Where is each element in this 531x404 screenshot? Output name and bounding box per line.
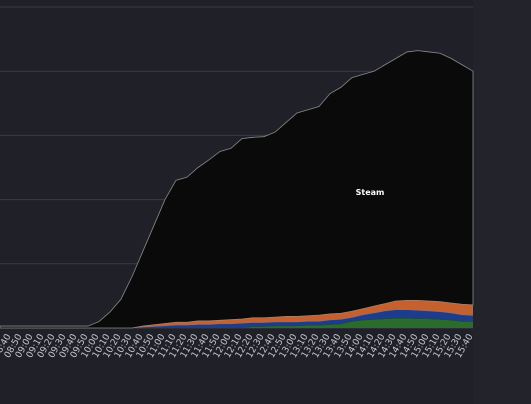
area: [0, 318, 473, 328]
series-label: Steam: [356, 188, 385, 197]
area: [0, 50, 474, 329]
area: [0, 300, 473, 328]
area: [0, 310, 473, 328]
side-panel: [473, 0, 531, 404]
